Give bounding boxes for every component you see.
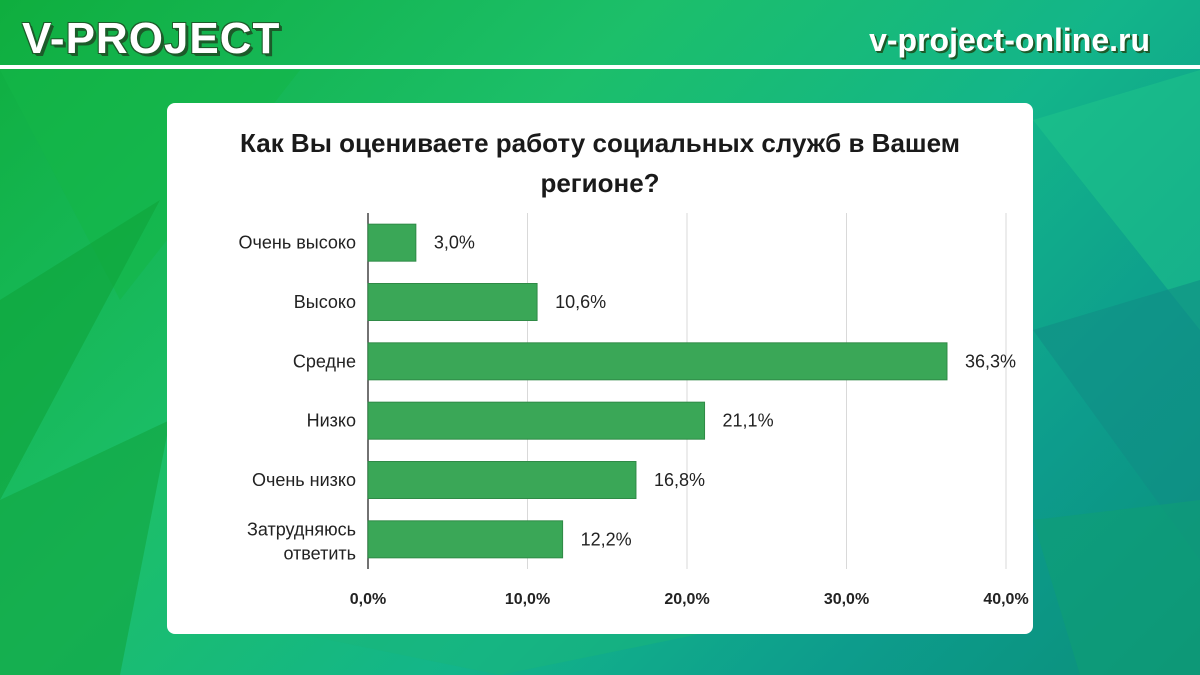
category-label: Низко [307, 411, 356, 431]
data-label: 3,0% [434, 233, 475, 253]
data-label: 10,6% [555, 292, 606, 312]
header-divider [0, 65, 1200, 69]
category-label: Средне [293, 351, 356, 371]
grid-lines [367, 213, 1007, 569]
x-tick-label: 10,0% [505, 591, 550, 608]
data-label: 16,8% [654, 470, 705, 490]
bar [367, 223, 417, 262]
bars [367, 223, 948, 559]
bar [367, 520, 564, 559]
category-label: Высоко [294, 292, 356, 312]
category-label: Очень низко [252, 470, 356, 490]
brand-logo: V-PROJECT [22, 14, 281, 63]
x-tick-label: 0,0% [350, 591, 386, 608]
site-url: v-project-online.ru [869, 22, 1150, 58]
category-label: ответить [283, 543, 356, 563]
bar [367, 342, 948, 381]
x-tick-label: 20,0% [664, 591, 709, 608]
bar-chart: 0,0% 10,0% 20,0% 30,0% 40,0% 3,0% Очень высоко… [238, 213, 1029, 608]
data-label: 21,1% [723, 411, 774, 431]
data-label: 36,3% [965, 351, 1016, 371]
x-tick-label: 40,0% [983, 591, 1028, 608]
bar [367, 283, 538, 321]
category-label: Очень высоко [238, 233, 356, 253]
chart-title: Как Вы оцениваете работу социальных служ… [240, 128, 960, 198]
bar [367, 401, 706, 440]
x-tick-label: 30,0% [824, 591, 869, 608]
data-label: 12,2% [581, 529, 632, 549]
chart-card: Как Вы оцениваете работу социальных служ… [167, 103, 1033, 634]
bar [367, 461, 637, 499]
category-label: Затрудняюсь [247, 519, 356, 539]
labels: 0,0% 10,0% 20,0% 30,0% 40,0% 3,0% Очень высоко… [238, 233, 1028, 608]
